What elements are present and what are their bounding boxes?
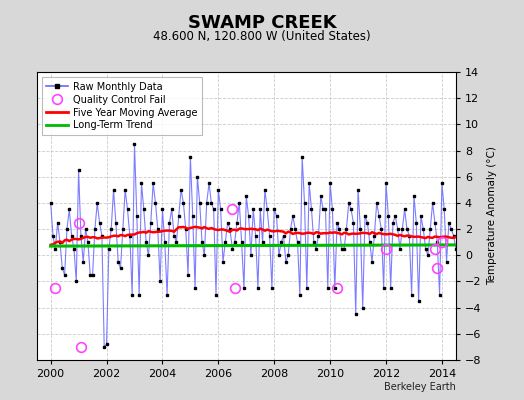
Y-axis label: Temperature Anomaly (°C): Temperature Anomaly (°C)	[487, 146, 497, 286]
Text: SWAMP CREEK: SWAMP CREEK	[188, 14, 336, 32]
Text: Berkeley Earth: Berkeley Earth	[384, 382, 456, 392]
Legend: Raw Monthly Data, Quality Control Fail, Five Year Moving Average, Long-Term Tren: Raw Monthly Data, Quality Control Fail, …	[41, 77, 202, 135]
Text: 48.600 N, 120.800 W (United States): 48.600 N, 120.800 W (United States)	[153, 30, 371, 43]
